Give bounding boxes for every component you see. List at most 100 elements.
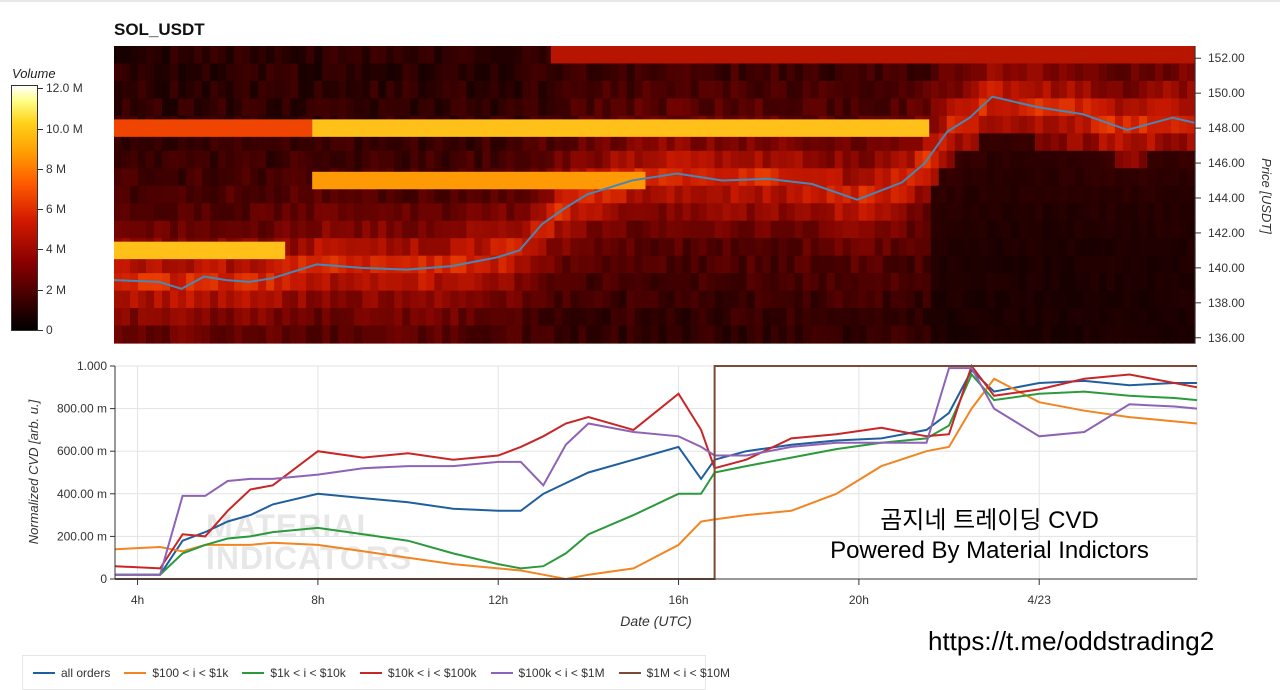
heatmap-cell <box>1114 203 1124 222</box>
heatmap-cell <box>1090 63 1100 82</box>
heatmap-cell <box>474 133 483 152</box>
cvd-xtick-label: 12h <box>488 593 508 607</box>
heatmap-cell <box>514 238 523 257</box>
heatmap-cell <box>578 308 588 327</box>
heatmap-cell <box>122 46 131 65</box>
heatmap-cell <box>1026 290 1036 309</box>
heatmap-cell <box>194 98 203 117</box>
heatmap-cell <box>746 273 756 292</box>
heatmap-cell <box>450 80 459 100</box>
heatmap-cell <box>282 255 291 274</box>
heatmap-cell <box>450 325 459 344</box>
heatmap-cell <box>1034 115 1044 134</box>
heatmap-cell <box>1010 325 1020 344</box>
heatmap-cell <box>186 255 195 274</box>
heatmap-cell <box>506 133 515 152</box>
heatmap-cell <box>874 203 884 222</box>
heatmap-cell <box>866 308 876 327</box>
heatmap-cell <box>210 203 219 222</box>
legend-item[interactable]: $1k < i < $10k <box>242 666 346 680</box>
telegram-link[interactable]: https://t.me/oddstrading2 <box>928 626 1215 656</box>
heatmap-cell <box>274 308 283 327</box>
heatmap-cell <box>1050 255 1060 274</box>
heatmap-cell <box>546 185 556 204</box>
heatmap-cell <box>402 290 411 309</box>
heatmap-cell <box>306 220 315 239</box>
heatmap-cell <box>386 273 395 292</box>
heatmap-cell <box>290 325 299 344</box>
colorbar-tick <box>38 169 43 170</box>
heatmap-cell <box>834 150 844 169</box>
heatmap-cell <box>866 80 876 100</box>
legend-item[interactable]: $100k < i < $1M <box>490 666 605 680</box>
heatmap-cell <box>666 80 676 100</box>
heatmap-cell <box>1042 80 1052 100</box>
heatmap-cell <box>394 203 403 222</box>
branding-line2: Powered By Material Indictors <box>830 537 1149 564</box>
heatmap-cell <box>730 150 740 169</box>
price-axis-label: Price [USDT] <box>1259 158 1274 234</box>
heatmap-cell <box>730 238 740 257</box>
heatmap-cell <box>754 290 764 309</box>
legend-swatch <box>124 671 147 674</box>
heatmap-cell <box>378 273 387 292</box>
price-tick-label: 142.00 <box>1208 226 1245 240</box>
heatmap-cell <box>922 63 932 82</box>
heatmap-cell <box>754 168 764 187</box>
heatmap-cell <box>970 150 980 169</box>
heatmap-cell <box>1042 115 1052 134</box>
heatmap-cell <box>1114 273 1124 292</box>
heatmap-cell <box>962 115 972 134</box>
heatmap-cell <box>170 308 179 327</box>
heatmap-cell <box>554 325 564 344</box>
heatmap-cell <box>530 46 539 65</box>
heatmap-cell <box>306 255 315 274</box>
heatmap-cell <box>802 220 812 239</box>
heatmap-cell <box>298 150 307 169</box>
heatmap-cell <box>834 308 844 327</box>
heatmap-cell <box>794 185 804 204</box>
heatmap-cell <box>1106 290 1116 309</box>
heatmap-cell <box>1010 290 1020 309</box>
heatmap-cell <box>826 80 836 100</box>
heatmap-cell <box>370 325 379 344</box>
heatmap-cell <box>418 203 427 222</box>
legend-item[interactable]: $100 < i < $1k <box>124 666 228 680</box>
heatmap-cell <box>498 185 507 204</box>
heatmap-cell <box>706 308 716 327</box>
heatmap-cell <box>394 255 403 274</box>
heatmap-cell <box>954 203 964 222</box>
heatmap-cell <box>858 325 868 344</box>
heatmap-cell <box>570 325 580 344</box>
heatmap-cell <box>1170 80 1180 100</box>
heatmap-cell <box>122 150 131 169</box>
heatmap-cell <box>674 203 684 222</box>
heatmap-cell <box>938 220 948 239</box>
heatmap-cell <box>1138 98 1148 117</box>
heatmap-cell <box>178 98 187 117</box>
heatmap-cell <box>954 220 964 239</box>
legend-item[interactable]: $1M < i < $10M <box>618 666 730 680</box>
heatmap-cell <box>634 290 644 309</box>
heatmap-cell <box>786 185 796 204</box>
heatmap-cell <box>562 63 572 82</box>
heatmap-cell <box>962 168 972 187</box>
heatmap-cell <box>666 255 676 274</box>
heatmap-cell <box>450 185 459 204</box>
heatmap-cell <box>898 150 908 169</box>
heatmap-cell <box>986 133 996 152</box>
heatmap-cell <box>810 308 820 327</box>
heatmap-cell <box>938 115 948 134</box>
heatmap-cell <box>370 133 379 152</box>
heatmap-cell <box>250 255 259 274</box>
heatmap-cell <box>1146 325 1156 344</box>
heatmap-cell <box>506 255 515 274</box>
heatmap-cell <box>434 46 443 65</box>
heatmap-cell <box>162 168 171 187</box>
heatmap-cell <box>482 308 491 327</box>
heatmap-cell <box>434 185 443 204</box>
heatmap-cell <box>1010 273 1020 292</box>
legend-item[interactable]: all orders <box>33 666 110 680</box>
heatmap-cell <box>538 63 547 82</box>
legend-item[interactable]: $10k < i < $100k <box>359 666 477 680</box>
